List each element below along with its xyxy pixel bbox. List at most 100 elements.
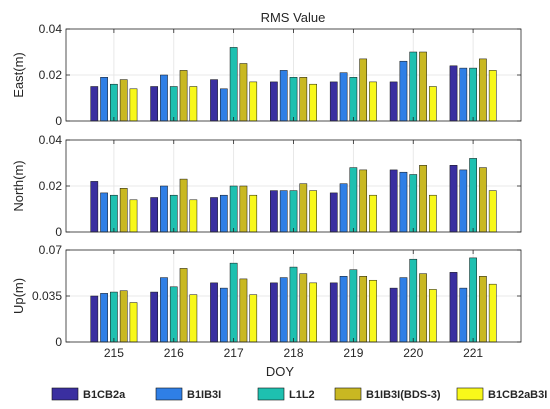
bar-l1l2-218 [289,77,298,122]
bar-b1ib3ibds3-215 [119,290,128,343]
bar-l1l2-216 [169,86,178,122]
bar-b1cb2ab3i-215 [129,199,138,233]
bar-b1cb2a-220 [389,169,398,233]
bar-b1ib3ibds3-218 [299,183,308,233]
y-tick-label: 0 [55,335,62,349]
bar-b1cb2ab3i-219 [369,81,377,122]
bar-b1ib3i-221 [459,67,468,122]
bar-b1cb2ab3i-215 [129,88,138,122]
bar-b1cb2ab3i-217 [249,294,258,343]
bar-b1ib3i-219 [339,183,348,233]
x-tick-label: 217 [224,346,244,360]
panel-upm: 0 0.035 0.07 Up(m) [11,243,522,349]
bar-b1ib3ibds3-218 [299,273,308,343]
x-tick-label: 219 [343,346,363,360]
bar-b1cb2ab3i-216 [189,294,198,343]
x-tick-label: 218 [283,346,303,360]
bar-b1cb2a-218 [270,81,278,122]
bar-b1ib3ibds3-216 [179,178,188,233]
bar-b1ib3ibds3-217 [239,278,248,343]
bar-b1ib3ibds3-215 [119,79,128,122]
legend-entry-b1ib3ibds3: B1IB3I(BDS-3) [334,387,441,401]
legend-entry-b1cb2a: B1CB2a [51,387,126,401]
legend: B1CB2a B1IB3I L1L2 B1IB3I(BDS-3) B1CB2aB3I [51,387,547,401]
bar-l1l2-216 [169,286,178,343]
bar-l1l2-216 [169,194,178,233]
y-tick-label: 0.04 [39,22,63,36]
bar-b1ib3i-216 [160,74,168,122]
x-tick-label: 220 [403,346,423,360]
bar-b1cb2a-216 [150,291,159,343]
bar-b1cb2a-220 [389,287,398,343]
bar-b1cb2ab3i-221 [488,190,497,233]
bar-b1cb2ab3i-218 [309,282,317,343]
bar-b1cb2ab3i-221 [488,283,497,343]
bar-b1ib3i-217 [219,88,228,122]
bar-b1cb2ab3i-215 [129,302,138,343]
bar-l1l2-217 [229,47,238,122]
bar-b1cb2a-216 [150,197,159,233]
y-tick-label: 0 [55,114,62,128]
bar-b1cb2ab3i-216 [189,199,198,233]
bar-b1ib3ibds3-220 [419,165,427,233]
y-axis-label: Up(m) [11,278,26,314]
bar-b1cb2a-217 [210,282,218,343]
legend-label: B1CB2aB3I [488,389,547,401]
legend-label: B1IB3I(BDS-3) [366,389,441,401]
bar-l1l2-218 [289,266,298,343]
bar-b1cb2a-221 [449,65,458,122]
bar-b1ib3ibds3-217 [239,63,248,122]
x-tick-label: 216 [164,346,184,360]
y-tick-label: 0 [55,225,62,239]
bar-b1cb2a-215 [90,181,99,233]
legend-swatch [334,387,362,401]
bar-b1ib3ibds3-221 [479,167,487,233]
bar-l1l2-215 [110,83,118,122]
y-axis-label: North(m) [11,160,26,211]
bar-b1ib3ibds3-221 [479,276,487,343]
panel-eastm: 0 0.02 0.04 East(m) [11,22,522,128]
bar-b1ib3ibds3-220 [419,273,427,343]
bar-l1l2-217 [229,185,238,233]
bar-b1cb2ab3i-217 [249,194,258,233]
bar-b1ib3ibds3-215 [119,188,128,233]
bar-b1cb2ab3i-218 [309,190,317,233]
y-tick-label: 0.07 [39,243,63,257]
bar-b1ib3ibds3-216 [179,70,188,122]
panel-northm: 0 0.02 0.04 North(m) [11,133,522,239]
bar-b1ib3i-217 [219,287,228,343]
legend-entry-l1l2: L1L2 [257,387,315,401]
bar-b1cb2ab3i-216 [189,86,198,122]
x-tick-label: 215 [104,346,124,360]
legend-swatch [257,387,285,401]
legend-label: B1CB2a [83,389,126,401]
x-axis-label: DOY [266,364,295,379]
bar-b1cb2a-221 [449,272,458,343]
bar-b1cb2ab3i-219 [369,194,377,233]
bar-b1cb2ab3i-218 [309,83,317,122]
bar-l1l2-215 [110,291,118,343]
bar-b1ib3ibds3-216 [179,268,188,343]
bar-b1ib3i-215 [100,192,108,233]
y-tick-label: 0.035 [32,289,62,303]
bar-l1l2-219 [349,269,358,343]
bar-b1ib3i-217 [219,194,228,233]
bar-b1cb2ab3i-217 [249,81,258,122]
bar-l1l2-219 [349,77,358,122]
legend-entry-b1ib3i: B1IB3I [155,387,221,401]
y-axis-label: East(m) [11,52,26,98]
bar-b1cb2a-216 [150,86,159,122]
bar-l1l2-221 [469,257,477,343]
bar-l1l2-221 [469,158,477,233]
bar-b1cb2ab3i-220 [428,289,437,343]
bar-l1l2-219 [349,167,358,233]
bar-b1cb2a-221 [449,165,458,233]
bar-b1ib3i-218 [279,70,288,122]
bar-b1ib3i-216 [160,277,168,343]
bar-b1cb2ab3i-220 [428,86,437,122]
bar-b1ib3ibds3-217 [239,185,248,233]
bar-b1cb2ab3i-220 [428,194,437,233]
bar-b1ib3i-215 [100,293,108,343]
bar-b1ib3ibds3-221 [479,58,487,122]
bar-b1cb2a-220 [389,81,398,122]
